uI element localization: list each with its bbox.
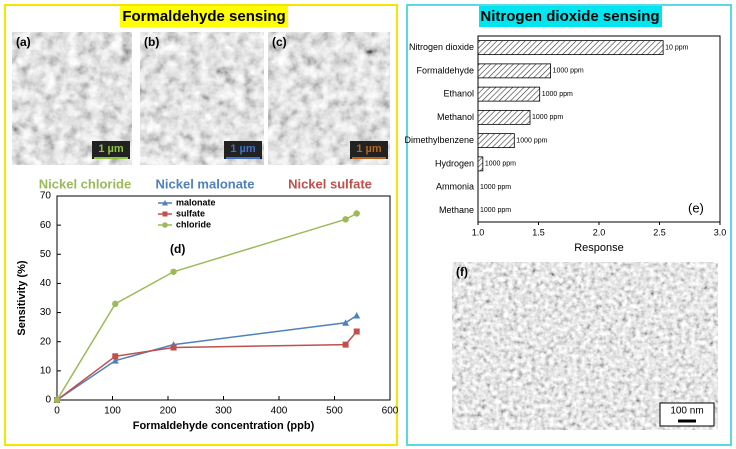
right-frame: [406, 4, 732, 446]
marker: [353, 328, 360, 335]
bar-annotation: 1000 ppm: [485, 161, 516, 168]
y-tick-label: Dimethylbenzene: [404, 135, 474, 145]
y-tick-label: 20: [40, 336, 52, 347]
x-tick-label: 1.5: [532, 227, 545, 237]
scale-label: 1 µm: [356, 143, 382, 155]
legend-label: malonate: [176, 197, 216, 207]
y-tick-label: 60: [40, 220, 52, 231]
sem-image: [452, 262, 718, 430]
marker: [342, 341, 349, 348]
panel-label: (e): [688, 200, 704, 215]
y-tick-label: Nitrogen dioxide: [409, 42, 474, 52]
series-line: [56, 212, 358, 401]
x-tick-label: 0: [54, 406, 60, 417]
marker: [170, 268, 177, 275]
bar: [477, 133, 515, 149]
caption: Nickel sulfate: [288, 176, 372, 191]
y-tick-label: Ammonia: [436, 182, 474, 192]
y-tick-label: Formaldehyde: [416, 65, 474, 75]
scale-bg: [350, 141, 388, 159]
marker: [342, 319, 350, 326]
marker: [353, 210, 360, 217]
panel-label: (d): [170, 242, 185, 256]
plot-frame: [56, 195, 391, 401]
legend-marker: [162, 200, 168, 206]
marker: [353, 311, 361, 319]
bar-annotation: 1000 ppm: [516, 137, 547, 144]
legend-label: chloride: [176, 219, 211, 229]
y-tick-label: 50: [40, 249, 52, 260]
x-tick-label: 1.0: [472, 227, 485, 237]
y-tick-label: Methanol: [437, 112, 474, 122]
bar: [477, 40, 664, 56]
x-axis-label: Formaldehyde concentration (ppb): [133, 420, 315, 432]
bar-annotation: 10 ppm: [665, 44, 689, 51]
x-tick-label: 500: [326, 406, 343, 417]
bar-annotation: 1000 ppm: [532, 114, 563, 121]
y-tick-label: 30: [40, 307, 52, 318]
y-tick-label: 10: [40, 365, 52, 376]
title-bg: [120, 6, 288, 27]
x-tick-label: 600: [382, 406, 399, 417]
x-axis-label: Response: [574, 242, 624, 254]
bar-annotation: 1000 ppm: [480, 184, 511, 191]
marker: [112, 353, 119, 360]
scale-label: 1 µm: [98, 143, 124, 155]
caption: Nickel malonate: [156, 176, 255, 191]
scale-bg: [92, 141, 130, 159]
panel-title: Formaldehyde sensing: [122, 8, 285, 25]
marker: [170, 344, 177, 351]
x-tick-label: 200: [160, 406, 177, 417]
title-bg: [479, 6, 662, 27]
left-frame: [4, 4, 398, 446]
y-axis-label: Sensitivity (%): [16, 260, 28, 336]
image-label: (c): [272, 35, 287, 49]
marker: [53, 396, 61, 404]
bar: [477, 156, 484, 172]
bar-annotation: 1000 ppm: [542, 91, 573, 98]
marker: [342, 216, 349, 223]
y-tick-label: Hydrogen: [435, 158, 474, 168]
x-tick-label: 100: [104, 406, 121, 417]
bar: [477, 109, 531, 125]
legend-label: sulfate: [176, 208, 205, 218]
scale-bg: [224, 141, 262, 159]
x-tick-label: 300: [215, 406, 232, 417]
caption: Nickel chloride: [39, 176, 131, 191]
x-tick-label: 3.0: [714, 227, 727, 237]
bar: [477, 63, 551, 79]
marker: [112, 300, 119, 308]
x-tick-label: 2.5: [653, 227, 666, 237]
scale-label: 100 nm: [670, 406, 703, 417]
y-tick-label: 70: [40, 191, 52, 202]
marker: [111, 357, 119, 364]
series-line: [56, 314, 358, 401]
x-tick-label: 400: [271, 406, 288, 417]
image-label: (f): [456, 265, 468, 279]
y-tick-label: Ethanol: [443, 89, 474, 99]
scale-label: 1 µm: [230, 143, 256, 155]
x-tick-label: 2.0: [593, 227, 606, 237]
image-label: (a): [16, 35, 31, 49]
image-label: (b): [144, 35, 159, 49]
bar: [477, 86, 541, 102]
series-line: [56, 331, 358, 401]
legend-marker: [162, 222, 168, 228]
y-tick-label: 0: [45, 395, 51, 406]
y-tick-label: 40: [40, 278, 52, 289]
panel-title: Nitrogen dioxide sensing: [480, 8, 659, 25]
bar-annotation: 1000 ppm: [480, 207, 511, 214]
bar-annotation: 1000 ppm: [553, 68, 584, 75]
y-tick-label: Methane: [439, 205, 474, 215]
legend-marker: [162, 211, 168, 217]
scale-bg: [659, 402, 715, 427]
